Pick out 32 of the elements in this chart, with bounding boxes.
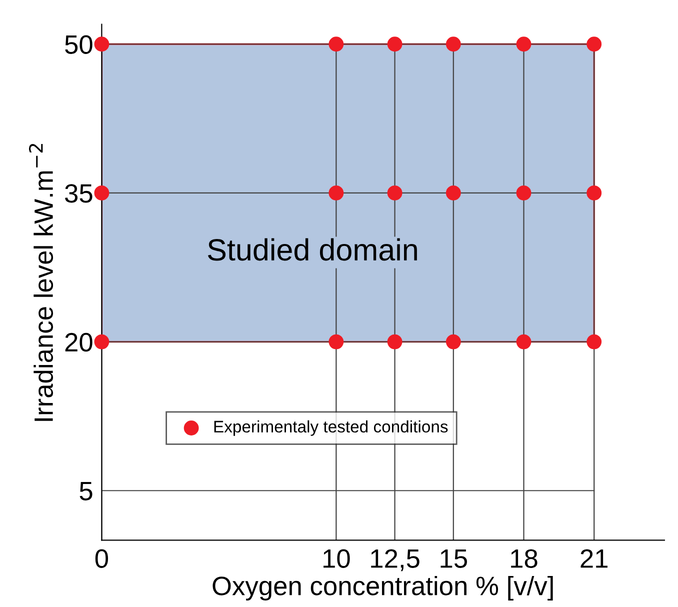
point	[446, 334, 461, 350]
point	[387, 185, 402, 200]
y-tick-label: 35	[65, 184, 92, 203]
x-tick-label: 0	[95, 549, 108, 568]
x-tick-label: 12,5	[371, 549, 420, 572]
x-tick-label: 10	[324, 549, 350, 568]
point	[328, 185, 344, 200]
point	[446, 36, 461, 52]
legend-label: Experimentaly tested conditions	[214, 420, 448, 436]
point	[328, 334, 344, 350]
x-tick-label: 18	[511, 549, 538, 568]
point	[387, 36, 402, 52]
x-tick-label: 15	[440, 550, 467, 568]
point	[516, 334, 532, 350]
point	[586, 185, 602, 200]
point	[387, 334, 402, 350]
y-tick-label: 20	[65, 332, 92, 352]
point	[516, 185, 532, 200]
point	[586, 36, 602, 52]
point	[94, 36, 110, 52]
x-axis-title: Oxygen concentration % [v/v]	[212, 576, 553, 601]
band-label: Studied domain	[208, 238, 417, 261]
point	[446, 185, 461, 200]
point	[516, 36, 532, 52]
x-tick-label: 21	[580, 549, 608, 568]
point	[328, 36, 344, 52]
y-tick-label: 50	[65, 35, 92, 54]
y-axis-title: Irradiance level kW.m$^{−2}$	[28, 144, 54, 421]
y-tick-label: 5	[80, 482, 92, 500]
point	[94, 185, 110, 200]
point	[94, 334, 110, 350]
point	[586, 334, 602, 350]
